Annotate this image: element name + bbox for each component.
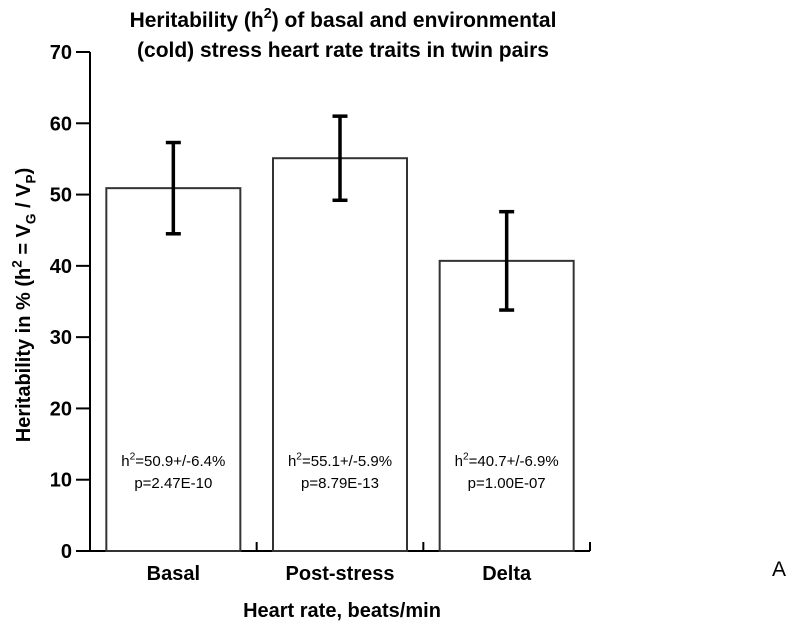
y-tick-label: 0	[61, 541, 72, 563]
error-bar	[499, 209, 515, 312]
error-bar	[165, 140, 181, 236]
y-tick-label: 50	[50, 185, 72, 207]
y-axis-title: Heritability in % (h2 = VG / VP)	[10, 168, 39, 443]
bar-annotation-pvalue: p=2.47E-10	[134, 475, 212, 492]
x-category-label: Post-stress	[286, 563, 395, 585]
bar-annotation-pvalue: p=1.00E-07	[468, 475, 546, 492]
chart-title: Heritability (h2) of basal and environme…	[130, 6, 557, 62]
x-axis-title: Heart rate, beats/min	[243, 600, 441, 622]
bar-group: h2=40.7+/-6.9% p=1.00E-07 Delta	[438, 209, 575, 585]
y-tick-label: 10	[50, 470, 72, 492]
bar-annotation-h2: h2=50.9+/-6.4%	[121, 452, 225, 470]
bar-annotation-h2: h2=40.7+/-6.9%	[455, 452, 559, 470]
bar	[105, 187, 242, 553]
bar-annotation-h2: h2=55.1+/-5.9%	[288, 452, 392, 470]
x-category-label: Delta	[482, 563, 532, 585]
y-tick-label: 70	[50, 42, 72, 64]
error-bar	[332, 114, 348, 203]
chart-title-line-1: Heritability (h2) of basal and environme…	[130, 6, 557, 32]
y-tick-label: 60	[50, 113, 72, 135]
chart-title-line-2: (cold) stress heart rate traits in twin …	[137, 39, 549, 62]
bar-annotation-pvalue: p=8.79E-13	[301, 475, 379, 492]
y-tick-label: 30	[50, 327, 72, 349]
bar-group: h2=55.1+/-5.9% p=8.79E-13 Post-stress	[272, 114, 408, 585]
bar-group: h2=50.9+/-6.4% p=2.47E-10 Basal	[105, 140, 242, 585]
y-tick-label: 40	[50, 256, 72, 278]
panel-letter-label: A	[772, 558, 787, 581]
y-tick-label: 20	[50, 398, 72, 420]
x-category-label: Basal	[147, 563, 200, 585]
bar	[272, 157, 408, 552]
y-axis: 0 10 20 30 40 50 60 70	[50, 42, 91, 563]
